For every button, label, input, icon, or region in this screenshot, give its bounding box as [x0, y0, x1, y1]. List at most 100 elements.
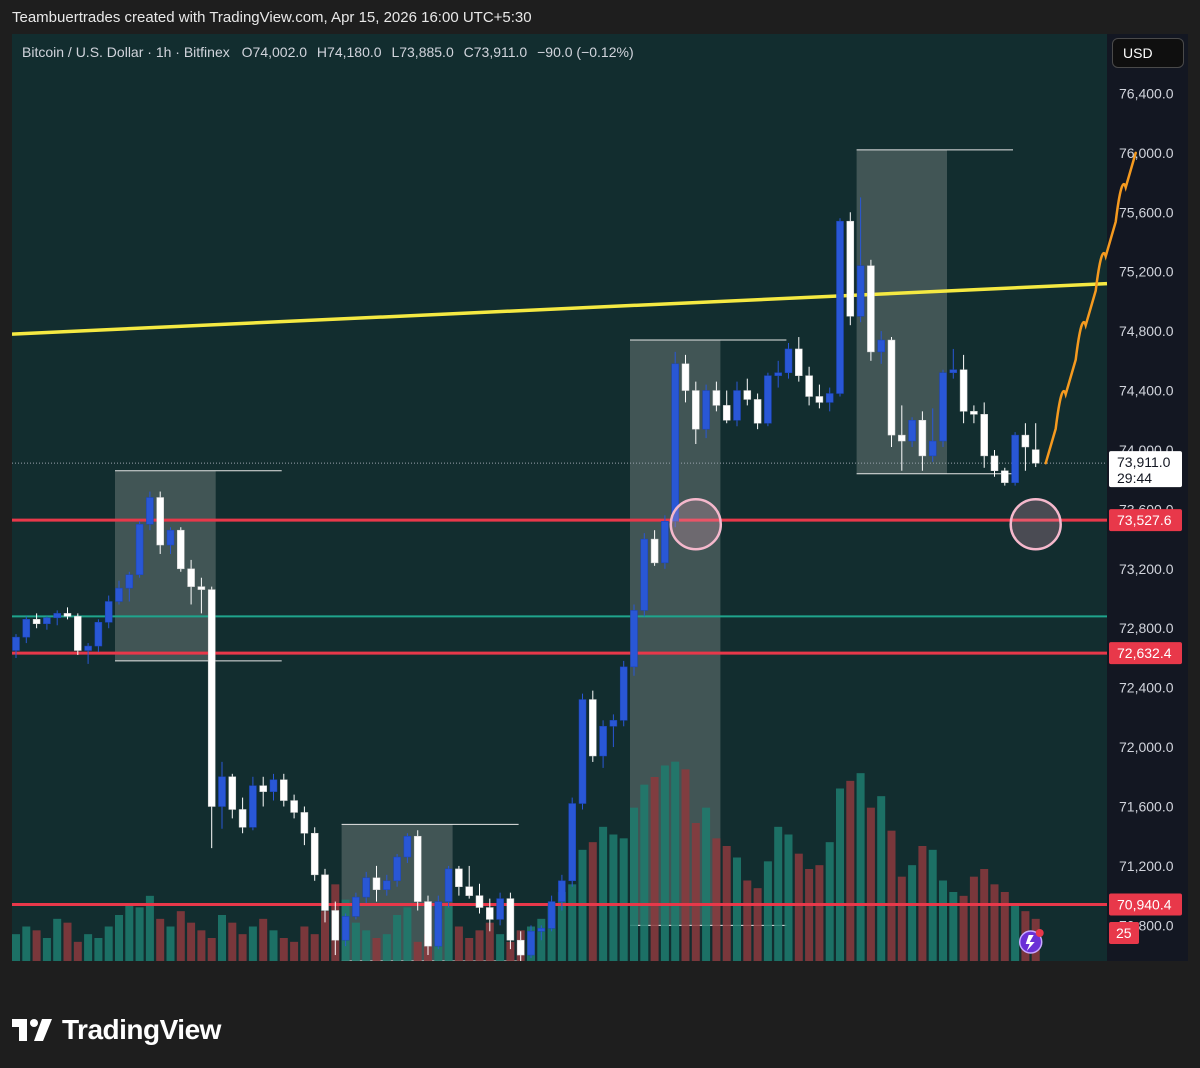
candle-body	[434, 901, 443, 947]
candle-body	[1031, 449, 1040, 464]
candle-body	[578, 699, 587, 804]
candle-body	[825, 393, 834, 403]
volume-bar	[475, 930, 484, 961]
ohlc-open: O74,002.0	[241, 44, 308, 60]
volume-bar	[279, 938, 288, 961]
volume-bar	[969, 876, 978, 961]
price-chart[interactable]: 76,400.0 76,000.0 75,600.0 75,200.0 74,800.0…	[12, 34, 1188, 961]
volume-bar	[218, 915, 226, 961]
volume-bar	[32, 930, 41, 961]
volume-bar	[825, 842, 834, 961]
candle-body	[1011, 434, 1019, 483]
candle-body	[486, 907, 494, 920]
notification-dot	[1035, 929, 1044, 937]
volume-bar	[496, 934, 505, 961]
candle-body	[135, 523, 144, 576]
candle-body	[990, 455, 999, 472]
candle-body	[609, 720, 618, 727]
volume-bar	[836, 788, 844, 961]
currency-button[interactable]: USD	[1112, 38, 1184, 68]
volume-bar	[949, 892, 958, 961]
volume-bar	[259, 918, 268, 961]
candle-body	[280, 779, 288, 801]
volume-bar	[310, 934, 319, 961]
level-tag-label-1: 72,632.4	[1117, 645, 1172, 661]
level-tag-1	[1109, 642, 1182, 665]
candle-body	[84, 645, 92, 651]
volume-bar	[671, 761, 680, 961]
volume-bar	[650, 777, 659, 961]
candle-body	[444, 868, 453, 902]
volume-bar	[908, 865, 917, 961]
volume-bar	[557, 892, 566, 961]
last-price-label: 73,911.0	[1117, 454, 1171, 470]
candle-body	[846, 220, 855, 317]
volume-bar	[94, 938, 103, 961]
candle-body	[475, 895, 484, 908]
volume-bar	[454, 926, 463, 961]
candle-body	[228, 776, 237, 810]
candle-body	[640, 538, 649, 611]
y-tick-label: 72,400.0	[1119, 680, 1174, 696]
y-tick-label: 75,200.0	[1119, 264, 1174, 280]
volume-bar	[12, 934, 20, 961]
candle-body	[928, 440, 937, 457]
candle-body	[661, 521, 669, 564]
candle-body	[146, 497, 154, 525]
candle-body	[74, 616, 82, 651]
volume-bar	[351, 922, 360, 961]
candle-body	[898, 434, 906, 442]
volume-bar	[681, 769, 690, 961]
candle-body	[516, 939, 525, 956]
candle-body	[177, 529, 185, 570]
candle-body	[650, 538, 659, 564]
price-axis	[1107, 34, 1188, 961]
candle-body	[321, 874, 329, 911]
volume-bar	[176, 911, 185, 961]
volume-bar	[300, 926, 309, 961]
tradingview-logo-icon	[12, 1019, 52, 1041]
candle-body	[959, 369, 968, 412]
candle-body	[980, 414, 988, 457]
candle-body	[568, 803, 576, 882]
candle-body	[547, 901, 556, 929]
volume-bar	[939, 880, 947, 961]
highlight-circle-1	[1009, 497, 1062, 551]
symbol-name[interactable]: Bitcoin / U.S. Dollar · 1h · Bitfinex	[22, 44, 230, 60]
candle-body	[527, 931, 535, 956]
y-tick-label: 74,400.0	[1119, 383, 1174, 399]
tradingview-wordmark: TradingView	[62, 1014, 221, 1045]
candle-body	[537, 928, 546, 932]
candle-body	[784, 348, 793, 373]
candle-body	[249, 785, 257, 828]
volume-bar	[784, 834, 793, 961]
candle-body	[187, 568, 195, 587]
volume-bar	[207, 938, 216, 961]
candle-body	[630, 610, 638, 668]
candle-body	[939, 372, 947, 442]
candle-body	[115, 587, 123, 602]
candle-body	[856, 265, 865, 317]
volume-bar	[1011, 903, 1020, 961]
volume-bar	[897, 876, 906, 961]
volume-bar	[42, 938, 51, 961]
volume-bar	[887, 830, 896, 961]
candle-body	[424, 901, 432, 947]
volume-bar	[588, 842, 597, 961]
projection-path	[1044, 151, 1137, 465]
candle-body	[733, 390, 741, 421]
volume-bar	[959, 895, 968, 961]
y-tick-label: 72,000.0	[1119, 739, 1174, 755]
candle-body	[259, 785, 267, 792]
candle-body	[166, 529, 175, 546]
candle-body	[558, 880, 566, 902]
candle-body	[156, 497, 164, 546]
ohlc-low: L73,885.0	[391, 44, 454, 60]
chart-attribution: Teambuertrades created with TradingView.…	[12, 9, 532, 26]
last-price-tag	[1109, 451, 1182, 488]
volume-badge	[1109, 922, 1139, 944]
candle-body	[619, 666, 628, 721]
volume-bar	[609, 834, 618, 961]
volume-bar	[166, 926, 175, 961]
candle-body	[836, 220, 844, 394]
